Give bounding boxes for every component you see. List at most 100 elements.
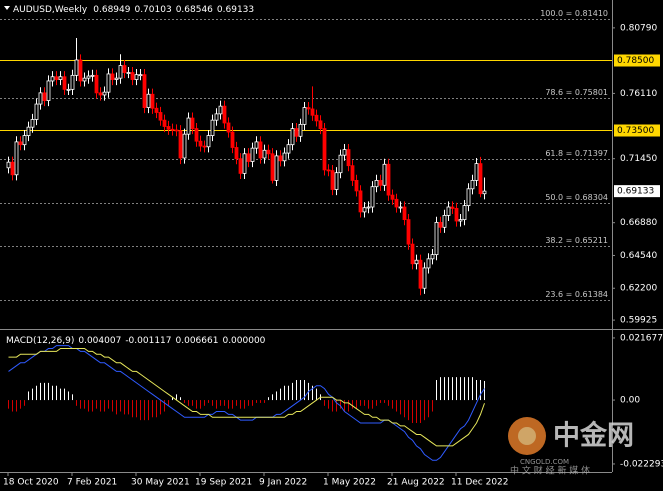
histogram-bar xyxy=(164,400,165,412)
histogram-bar xyxy=(144,400,145,421)
current-price-label: 0.69133 xyxy=(617,187,654,197)
histogram-bar xyxy=(392,400,393,409)
candle-body xyxy=(66,88,71,91)
histogram-bar xyxy=(120,400,121,412)
candle-body xyxy=(250,147,255,162)
histogram-bar xyxy=(176,394,177,401)
y-tick-label: 0.80790 xyxy=(620,23,657,33)
histogram-bar xyxy=(296,380,297,401)
histogram-bar xyxy=(208,400,209,403)
watermark-logo-inner xyxy=(518,427,536,445)
candle-body xyxy=(406,219,411,245)
histogram-bar xyxy=(332,400,333,412)
histogram-bar xyxy=(80,400,81,409)
fib-label: 78.6 = 0.75801 xyxy=(545,88,608,97)
price-label: 0.73500 xyxy=(617,126,654,136)
candle-body xyxy=(350,165,355,181)
candle-body xyxy=(466,188,471,207)
candle-body xyxy=(382,163,387,186)
candle-body xyxy=(166,126,171,130)
candle-body xyxy=(290,128,295,146)
candle-body xyxy=(214,113,219,121)
histogram-bar xyxy=(300,380,301,401)
candle-body xyxy=(326,169,331,172)
candle-body xyxy=(62,76,67,90)
histogram-bar xyxy=(92,400,93,412)
candle-body xyxy=(274,155,279,181)
candle-body xyxy=(74,59,79,76)
candle-body xyxy=(458,219,463,222)
histogram-bar xyxy=(352,400,353,409)
candle-body xyxy=(254,141,259,149)
histogram-bar xyxy=(404,400,405,418)
histogram-bar xyxy=(200,400,201,409)
histogram-bar xyxy=(408,400,409,421)
histogram-bar xyxy=(236,400,237,406)
candle-body xyxy=(154,107,159,113)
candle-body xyxy=(334,172,339,190)
candle-body xyxy=(390,194,395,200)
candle-body xyxy=(358,190,363,213)
histogram-bar xyxy=(228,400,229,409)
histogram-bar xyxy=(292,382,293,401)
histogram-bar xyxy=(284,385,285,401)
histogram-bar xyxy=(372,400,373,409)
watermark-site: CNGOLD.COM xyxy=(520,458,569,466)
histogram-bar xyxy=(388,400,389,406)
histogram-bar xyxy=(128,400,129,415)
histogram-bar xyxy=(340,400,341,409)
macd-line xyxy=(8,345,485,461)
histogram-bar xyxy=(124,400,125,415)
candle-body xyxy=(398,206,403,209)
candle-body xyxy=(478,163,483,195)
macd-buffer-current: 0.000000 xyxy=(222,336,265,346)
histogram-bar xyxy=(360,400,361,406)
histogram-bar xyxy=(224,400,225,406)
candle-body xyxy=(190,117,195,129)
histogram-bar xyxy=(336,400,337,412)
candle-body xyxy=(206,135,211,148)
price-label-box xyxy=(614,54,660,67)
candle-body xyxy=(202,145,207,148)
histogram-bar xyxy=(152,400,153,418)
candle-body xyxy=(150,93,155,109)
histogram-bar xyxy=(72,394,73,401)
histogram-bar xyxy=(96,400,97,409)
candle-body xyxy=(170,128,175,131)
candle-body xyxy=(238,158,243,174)
y-tick-label: 0.76110 xyxy=(620,89,657,99)
candle-body xyxy=(78,59,83,82)
candle-body xyxy=(14,141,19,176)
candle-body xyxy=(470,179,475,190)
candle-body xyxy=(54,76,59,80)
candle-body xyxy=(114,77,119,80)
candle-body xyxy=(182,133,187,159)
x-tick-label: 7 Feb 2021 xyxy=(67,478,117,488)
candle-body xyxy=(394,198,399,208)
candle-body xyxy=(178,130,183,159)
candle-body xyxy=(102,91,107,96)
histogram-bar xyxy=(380,400,381,403)
histogram-bar xyxy=(56,385,57,401)
histogram-bar xyxy=(476,380,477,401)
histogram-bar xyxy=(344,400,345,412)
histogram-bar xyxy=(480,380,481,401)
fib-label: 100.0 = 0.81410 xyxy=(540,9,608,18)
candle-body xyxy=(426,258,431,269)
candle-body xyxy=(86,75,91,79)
y-tick-label: 0.00 xyxy=(620,396,640,406)
histogram-bar xyxy=(348,400,349,412)
histogram-bar xyxy=(192,400,193,406)
histogram-bar xyxy=(204,400,205,406)
candle-body xyxy=(346,149,351,167)
menu-arrow[interactable] xyxy=(4,6,10,10)
histogram-bar xyxy=(64,388,65,401)
candle-body xyxy=(70,74,75,90)
candle-body xyxy=(246,153,251,162)
candle-body xyxy=(234,147,239,160)
candle-body xyxy=(98,92,103,96)
header-low: 0.68546 xyxy=(176,5,213,15)
candle-body xyxy=(22,135,27,146)
y-tick-label: 0.66880 xyxy=(620,218,657,228)
histogram-bar xyxy=(116,400,117,415)
